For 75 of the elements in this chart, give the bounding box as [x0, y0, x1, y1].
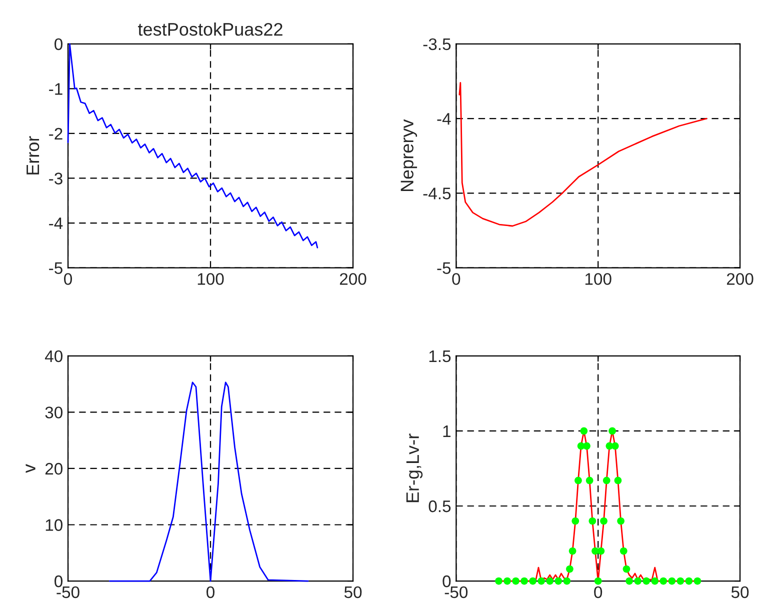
point — [529, 577, 536, 585]
y-tick-label: -5 — [49, 262, 62, 274]
y-tick-label: 20 — [45, 462, 62, 475]
point — [634, 577, 642, 585]
y-tick-label: 1 — [443, 426, 450, 438]
x-tick-label: 50 — [344, 586, 362, 598]
point — [651, 577, 659, 585]
point — [660, 577, 668, 585]
y-tick-label: -3.5 — [423, 38, 451, 50]
x-tick-label: 100 — [198, 273, 224, 285]
line-series — [458, 82, 708, 227]
point — [614, 476, 622, 484]
x-tick-label: 50 — [731, 586, 749, 598]
line-series — [108, 382, 309, 582]
y-tick-label: -4 — [49, 218, 63, 230]
x-tick-label: 200 — [726, 273, 754, 285]
point — [574, 476, 582, 484]
point — [622, 565, 630, 573]
point — [620, 547, 628, 555]
y-axis-title: Error — [26, 136, 40, 174]
point — [504, 577, 511, 585]
y-axis-title: Er-g,Lv-r — [406, 434, 423, 502]
y-tick-label: -1 — [49, 83, 62, 95]
y-tick-label: 40 — [44, 350, 62, 362]
y-tick-label: -4.5 — [423, 188, 451, 200]
y-tick-label: -5 — [437, 262, 451, 274]
point — [568, 547, 576, 555]
point — [694, 577, 702, 585]
point — [512, 577, 520, 585]
y-axis-title: v — [26, 464, 36, 473]
y-tick-label: 1.5 — [429, 350, 451, 362]
point — [554, 577, 562, 585]
y-tick-label: 0.5 — [428, 500, 451, 512]
point — [626, 577, 633, 585]
x-tick-label: 100 — [585, 273, 612, 285]
point — [566, 565, 574, 573]
point — [495, 577, 502, 585]
y-tick-label: 0 — [54, 38, 62, 50]
point — [608, 427, 616, 435]
point — [563, 577, 571, 585]
point — [685, 577, 693, 585]
y-tick-label: 0 — [54, 575, 62, 588]
point — [600, 517, 608, 525]
point — [642, 577, 650, 585]
y-tick-label: 0 — [442, 575, 451, 588]
point — [602, 476, 610, 484]
x-tick-label: 0 — [206, 586, 214, 598]
x-tick-label: -50 — [56, 586, 80, 598]
chart-title: testPostokPuas22 — [138, 22, 282, 36]
x-tick-label: -50 — [444, 586, 468, 598]
point — [546, 577, 554, 585]
y-tick-label: -4 — [437, 113, 451, 125]
y-tick-label: -2 — [49, 128, 62, 140]
point — [676, 577, 684, 585]
point — [538, 577, 545, 585]
point — [572, 517, 580, 525]
x-tick-label: 0 — [452, 273, 460, 285]
point — [583, 442, 590, 450]
x-tick-label: 200 — [340, 273, 366, 285]
point — [668, 577, 676, 585]
point — [594, 577, 602, 585]
point — [586, 476, 594, 484]
point — [580, 427, 588, 435]
point — [597, 547, 605, 555]
point — [617, 517, 624, 525]
y-axis-title: Nepreryv — [400, 119, 418, 191]
x-tick-label: 0 — [64, 273, 72, 285]
point — [520, 577, 528, 585]
x-tick-label: 0 — [594, 586, 602, 598]
y-tick-label: -3 — [49, 172, 62, 184]
point — [611, 442, 619, 450]
y-tick-label: 10 — [46, 519, 62, 531]
line-series — [67, 43, 318, 248]
point — [588, 517, 596, 525]
y-tick-label: 30 — [45, 406, 62, 418]
